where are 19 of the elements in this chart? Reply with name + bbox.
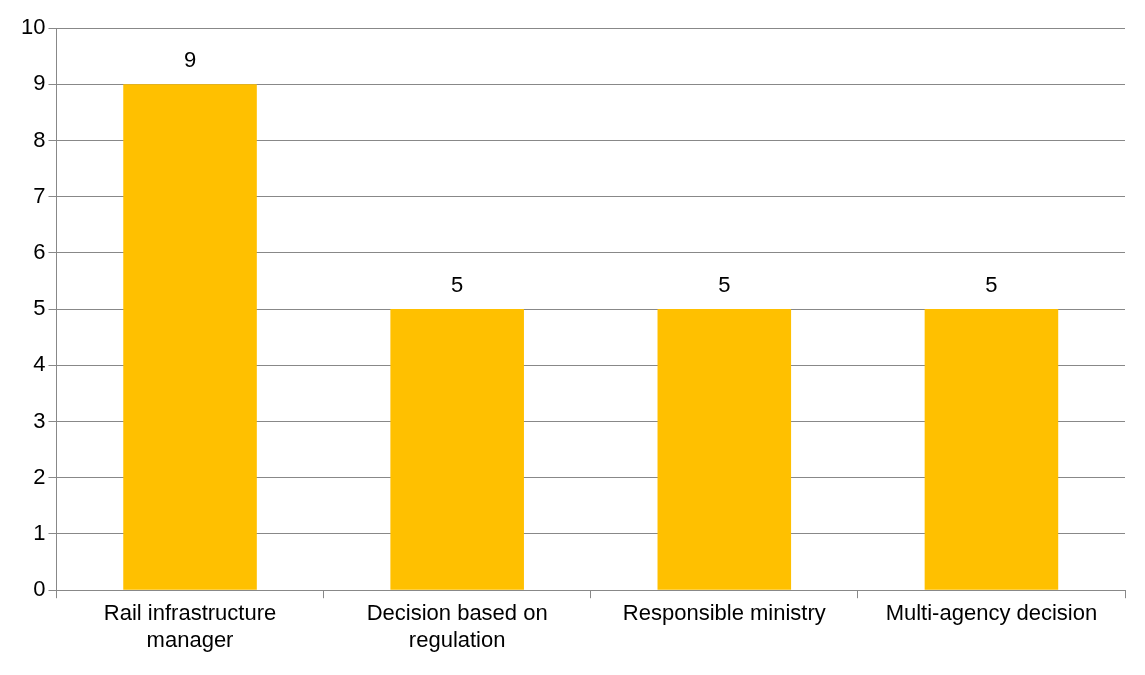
y-tick-label: 9 <box>33 70 46 96</box>
data-label: 5 <box>718 272 731 298</box>
data-label: 9 <box>183 47 197 73</box>
x-tick-label: Multi-agency decision <box>885 600 1098 626</box>
y-tick-label: 7 <box>33 182 46 208</box>
y-tick-label: 1 <box>33 520 46 546</box>
x-tick-label: Rail infrastructure manager <box>103 600 277 652</box>
y-tick-label: 2 <box>33 463 46 489</box>
y-tick-label: 5 <box>33 295 46 321</box>
y-tick-label: 0 <box>33 576 46 602</box>
data-label: 5 <box>985 272 998 298</box>
y-tick-label: 3 <box>33 407 46 433</box>
y-tick-label: 4 <box>33 351 46 377</box>
x-tick-label: Decision based on regulation <box>366 600 548 652</box>
data-label: 5 <box>451 272 464 298</box>
y-tick-label: 10 <box>20 14 46 40</box>
y-tick-label: 8 <box>33 126 46 152</box>
x-tick-label: Responsible ministry <box>622 600 826 626</box>
y-tick-label: 6 <box>33 238 46 264</box>
